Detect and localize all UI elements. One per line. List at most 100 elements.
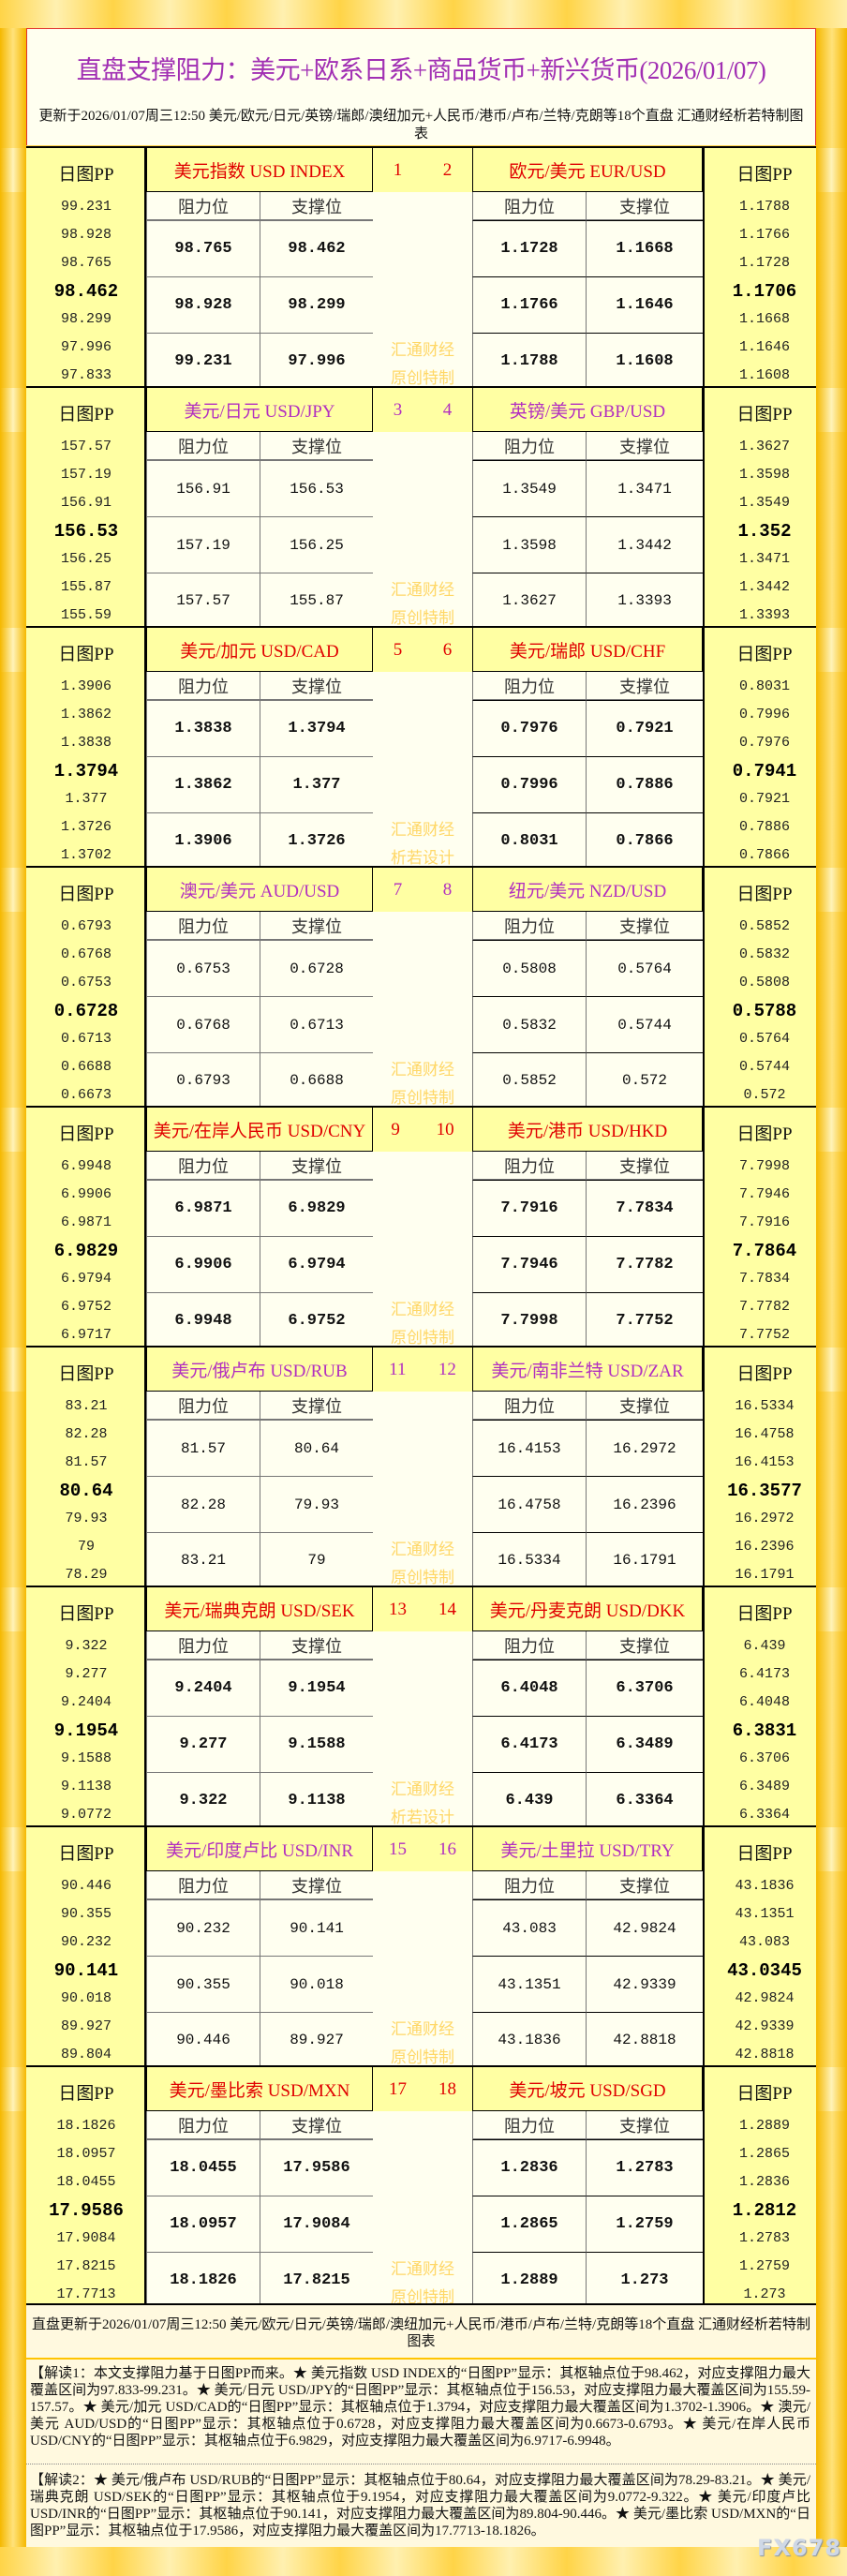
resistance-value: 1.1728 bbox=[472, 220, 586, 276]
support-header: 支撑位 bbox=[586, 192, 703, 220]
center-column bbox=[373, 912, 472, 1108]
resistance-value: 6.439 bbox=[472, 1772, 586, 1827]
note-2: 【解读2：★ 美元/俄卢布 USD/RUB的“日图PP”显示：其枢轴点位于80.… bbox=[30, 2473, 810, 2539]
frame-ornament bbox=[0, 1108, 26, 1152]
watermark-text: 汇通财经 bbox=[391, 2260, 454, 2278]
pp-level: 97.833 bbox=[60, 367, 111, 383]
pp-level: 97.996 bbox=[60, 339, 111, 355]
pp-level: 7.7834 bbox=[738, 1271, 790, 1287]
watermark-text: 原创特制 bbox=[391, 2288, 454, 2306]
pp-level: 16.4758 bbox=[735, 1426, 795, 1442]
watermark-text: 原创特制 bbox=[391, 1569, 454, 1586]
support-value: 42.9824 bbox=[586, 1899, 703, 1956]
pair-title: 美元/俄卢布 USD/RUB bbox=[146, 1348, 373, 1392]
frame-ornament bbox=[0, 1348, 26, 1392]
resistance-value: 0.6768 bbox=[146, 996, 260, 1052]
support-value: 9.1588 bbox=[260, 1716, 373, 1772]
pivot-value: 0.5788 bbox=[732, 1001, 797, 1021]
pp-level: 42.9824 bbox=[735, 1990, 795, 2006]
pp-level: 1.3549 bbox=[738, 495, 790, 511]
pp-label: 日图PP bbox=[58, 405, 114, 424]
support-value: 17.8215 bbox=[260, 2252, 373, 2307]
pp-level: 1.1646 bbox=[738, 339, 790, 355]
pp-level: 1.377 bbox=[65, 791, 108, 807]
update-info: 更新于2026/01/07周三12:50 美元/欧元/日元/英镑/瑞郎/澳纽加元… bbox=[38, 109, 804, 141]
pp-level: 1.3598 bbox=[738, 467, 790, 483]
pp-label: 日图PP bbox=[736, 1124, 793, 1144]
support-header: 支撑位 bbox=[586, 1392, 703, 1420]
pp-level: 155.87 bbox=[60, 579, 111, 595]
pp-level: 0.6768 bbox=[60, 946, 111, 962]
support-header: 支撑位 bbox=[586, 1152, 703, 1180]
support-header: 支撑位 bbox=[260, 672, 373, 700]
pair-block: 日图PP 18.1826 18.0957 18.0455 17.9586 17.9084 1… bbox=[0, 2065, 847, 2307]
support-value: 16.2972 bbox=[586, 1420, 703, 1476]
pair-number: 1 bbox=[393, 159, 403, 180]
pp-label: 日图PP bbox=[736, 2084, 793, 2104]
resistance-value: 156.91 bbox=[146, 460, 260, 516]
pp-level: 17.9084 bbox=[56, 2230, 116, 2246]
pp-level: 16.2396 bbox=[735, 1539, 795, 1555]
pp-level: 43.083 bbox=[738, 1934, 790, 1950]
pp-level: 0.8031 bbox=[738, 678, 790, 694]
support-value: 7.7834 bbox=[586, 1180, 703, 1236]
pair-numbers: 17 18 bbox=[373, 2067, 472, 2111]
pp-column: 日图PP 0.6793 0.6768 0.6753 0.6728 0.6713 0.6688… bbox=[26, 868, 146, 1108]
resistance-value: 7.7998 bbox=[472, 1292, 586, 1348]
pair-number: 18 bbox=[438, 2078, 456, 2099]
pp-level: 1.2865 bbox=[738, 2146, 790, 2162]
pp-level: 90.355 bbox=[60, 1906, 111, 1922]
support-value: 1.1668 bbox=[586, 220, 703, 276]
watermark-text: 原创特制 bbox=[391, 609, 454, 627]
pp-level: 0.5852 bbox=[738, 918, 790, 934]
resistance-header: 阻力位 bbox=[146, 1871, 260, 1899]
center-column bbox=[373, 1392, 472, 1587]
pp-level: 6.439 bbox=[743, 1638, 786, 1654]
support-value: 1.3442 bbox=[586, 516, 703, 573]
pp-label: 日图PP bbox=[58, 1364, 114, 1384]
pp-level: 1.3393 bbox=[738, 607, 790, 623]
resistance-value: 1.3838 bbox=[146, 700, 260, 756]
watermark-text: 汇通财经 bbox=[391, 2020, 454, 2038]
pp-level: 1.3726 bbox=[60, 819, 111, 835]
pp-level: 6.3489 bbox=[738, 1779, 790, 1794]
pp-label: 日图PP bbox=[736, 1604, 793, 1624]
pp-label: 日图PP bbox=[58, 2084, 114, 2104]
pp-level: 1.2889 bbox=[738, 2118, 790, 2134]
support-value: 6.3364 bbox=[586, 1772, 703, 1827]
pair-title: 美元/土里拉 USD/TRY bbox=[472, 1827, 703, 1871]
resistance-value: 99.231 bbox=[146, 333, 260, 388]
frame-ornament bbox=[816, 388, 847, 432]
resistance-value: 6.4173 bbox=[472, 1716, 586, 1772]
support-value: 17.9084 bbox=[260, 2196, 373, 2252]
support-value: 0.5744 bbox=[586, 996, 703, 1052]
pp-level: 18.0957 bbox=[56, 2146, 116, 2162]
pp-level: 0.7886 bbox=[738, 819, 790, 835]
pair-title: 美元/墨比索 USD/MXN bbox=[146, 2067, 373, 2111]
pp-level: 79 bbox=[77, 1539, 95, 1555]
pair-number: 6 bbox=[442, 639, 453, 660]
pp-level: 6.4048 bbox=[738, 1694, 790, 1710]
resistance-value: 43.1351 bbox=[472, 1956, 586, 2012]
pp-level: 6.3364 bbox=[738, 1807, 790, 1823]
pp-level: 9.1138 bbox=[60, 1779, 111, 1794]
resistance-value: 7.7916 bbox=[472, 1180, 586, 1236]
pair-numbers: 13 14 bbox=[373, 1587, 472, 1631]
frame-bottom bbox=[0, 2547, 847, 2576]
pivot-value: 98.462 bbox=[53, 281, 119, 302]
pp-level: 157.57 bbox=[60, 439, 111, 454]
resistance-value: 1.3549 bbox=[472, 460, 586, 516]
pair-numbers: 11 12 bbox=[373, 1348, 472, 1392]
pp-level: 0.6688 bbox=[60, 1059, 111, 1075]
pair-title: 纽元/美元 NZD/USD bbox=[472, 868, 703, 912]
frame-ornament bbox=[816, 1587, 847, 1631]
support-value: 1.1646 bbox=[586, 276, 703, 333]
page-title: 直盘支撑阻力：美元+欧系日系+商品货币+新兴货币(2026/01/07) bbox=[76, 56, 766, 84]
resistance-header: 阻力位 bbox=[472, 912, 586, 940]
support-value: 79.93 bbox=[260, 1476, 373, 1532]
support-value: 1.377 bbox=[260, 756, 373, 812]
pp-level: 7.7752 bbox=[738, 1327, 790, 1343]
pp-level: 0.5744 bbox=[738, 1059, 790, 1075]
pair-block: 日图PP 83.21 82.28 81.57 80.64 79.93 79 78.29 日图PP… bbox=[0, 1346, 847, 1587]
